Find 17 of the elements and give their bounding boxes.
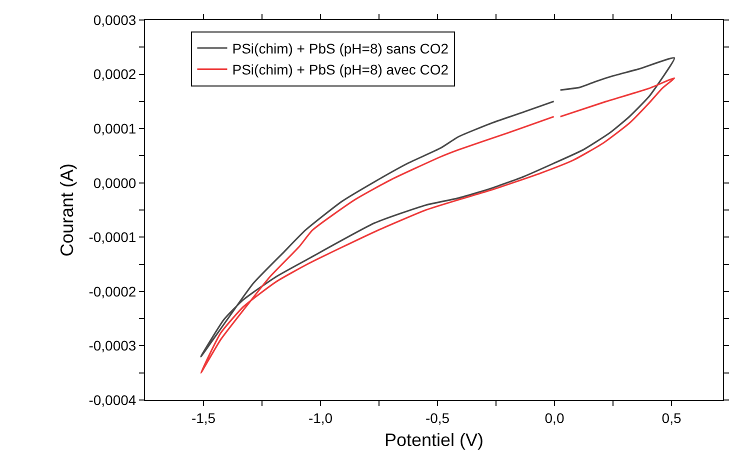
y-tick-label: 0,0003 — [93, 12, 136, 28]
x-tick-label: -0,5 — [425, 410, 450, 426]
x-tick-label: -1,0 — [308, 410, 333, 426]
y-tick-label: 0,0001 — [93, 120, 136, 136]
legend-label: PSi(chim) + PbS (pH=8) avec CO2 — [232, 62, 449, 78]
x-axis-title: Potentiel (V) — [384, 430, 484, 450]
x-tick-label: -1,5 — [191, 410, 216, 426]
y-tick-label: -0,0003 — [88, 338, 136, 354]
x-tick-label: 0,5 — [662, 410, 682, 426]
y-axis-title: Courant (A) — [56, 163, 77, 257]
y-tick-label: -0,0002 — [88, 283, 136, 300]
y-tick-label: -0,0004 — [88, 392, 136, 408]
y-tick-label: -0,0001 — [88, 229, 136, 246]
x-tick-label: 0,0 — [544, 410, 564, 426]
y-tick-label: 0,0002 — [93, 66, 136, 82]
legend-label: PSi(chim) + PbS (pH=8) sans CO2 — [232, 40, 449, 56]
y-tick-label: 0,0000 — [93, 174, 136, 191]
